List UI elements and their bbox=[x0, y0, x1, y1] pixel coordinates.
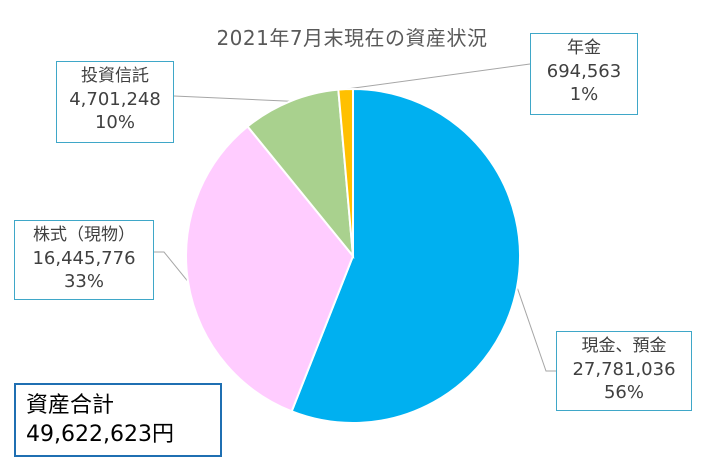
slice-label-pension: 年金 694,563 1% bbox=[530, 33, 638, 115]
slice-label-value: 16,445,776 bbox=[32, 248, 136, 269]
pie-slice-pension bbox=[337, 87, 354, 257]
pie-slice-cash-deposit bbox=[290, 87, 521, 424]
slice-label-percent: 56% bbox=[603, 382, 644, 403]
chart-title: 2021年7月末現在の資産状況 bbox=[216, 26, 488, 50]
slice-label-category: 株式（現物） bbox=[33, 225, 135, 245]
leader-line bbox=[516, 287, 556, 372]
total-assets-box: 資産合計 49,622,623円 bbox=[14, 383, 222, 457]
slice-label-stocks: 株式（現物） 16,445,776 33% bbox=[14, 220, 154, 300]
total-assets-value: 49,622,623円 bbox=[26, 422, 174, 447]
slice-label-value: 27,781,036 bbox=[572, 359, 676, 380]
slice-label-category: 年金 bbox=[567, 38, 601, 58]
slice-label-percent: 33% bbox=[63, 271, 104, 292]
slice-label-value: 4,701,248 bbox=[69, 89, 161, 110]
slice-label-category: 現金、預金 bbox=[581, 336, 667, 356]
leader-line bbox=[154, 251, 189, 282]
slice-label-value: 694,563 bbox=[546, 61, 622, 82]
slice-label-category: 投資信託 bbox=[81, 66, 149, 86]
slice-label-percent: 10% bbox=[94, 112, 135, 133]
pie-slice-stocks bbox=[185, 125, 355, 413]
slice-label-cash-deposit: 現金、預金 27,781,036 56% bbox=[556, 331, 692, 411]
slice-label-percent: 1% bbox=[569, 84, 599, 105]
total-assets-label: 資産合計 bbox=[26, 393, 115, 418]
slice-label-investment-trust: 投資信託 4,701,248 10% bbox=[56, 61, 174, 143]
leader-line bbox=[173, 95, 291, 102]
pie-slice-investment-trust bbox=[246, 88, 355, 260]
leader-line bbox=[345, 63, 531, 90]
